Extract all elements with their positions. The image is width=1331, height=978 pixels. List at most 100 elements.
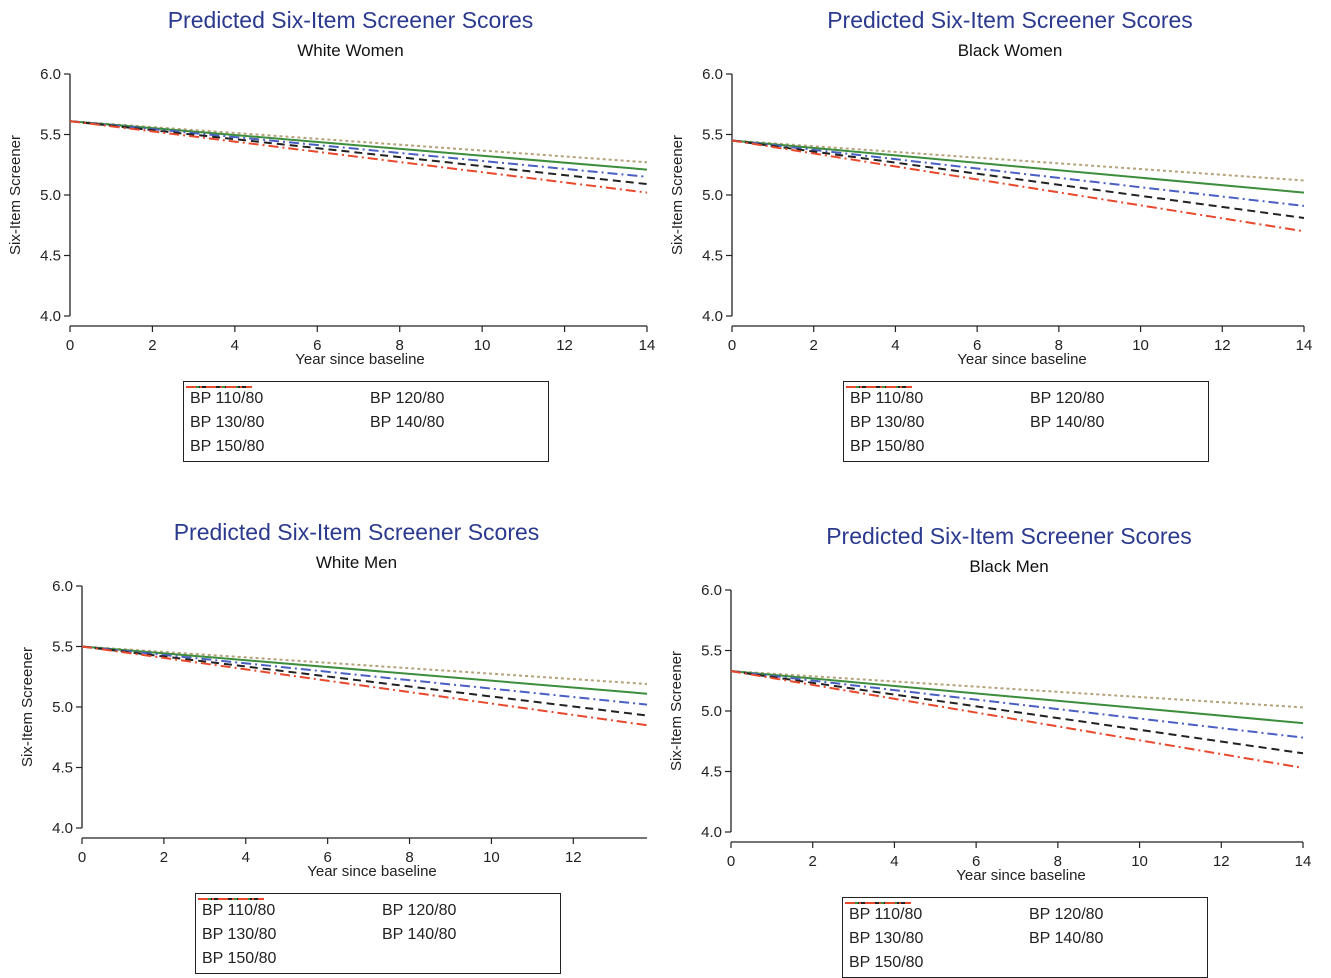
legend-label: BP 110/80 bbox=[202, 901, 276, 919]
x-tick-label: 0 bbox=[728, 337, 736, 354]
legend: BP 110/80 BP 120/80 BP 130/80 BP 140/80 BP 1… bbox=[843, 381, 1209, 462]
legend-label: BP 150/80 bbox=[190, 437, 265, 455]
series-line-bp-150-80 bbox=[81, 645, 648, 727]
chart-subtitle: Black Men bbox=[969, 557, 1048, 576]
chart-title: Predicted Six-Item Screener Scores bbox=[826, 523, 1192, 549]
legend-item: BP 140/80 bbox=[845, 902, 1199, 949]
x-tick-label: 12 bbox=[556, 337, 573, 354]
chart-subtitle: White Women bbox=[297, 41, 403, 60]
legend-label: BP 110/80 bbox=[849, 905, 923, 923]
chart-white-men: Predicted Six-Item Screener Scores White … bbox=[19, 519, 648, 880]
chart-title: Predicted Six-Item Screener Scores bbox=[827, 7, 1193, 33]
series-line-bp-130-80 bbox=[730, 670, 1304, 739]
legend-item: BP 140/80 bbox=[186, 386, 540, 433]
x-tick-label: 6 bbox=[313, 337, 321, 354]
chart-subtitle: White Men bbox=[316, 553, 397, 572]
legend-label: BP 150/80 bbox=[850, 437, 925, 455]
legend-label: BP 140/80 bbox=[1030, 413, 1105, 431]
x-tick-label: 4 bbox=[890, 853, 898, 870]
x-tick-label: 6 bbox=[973, 337, 981, 354]
x-tick-label: 0 bbox=[78, 849, 86, 866]
series-line-bp-120-80 bbox=[731, 139, 1305, 194]
series-line-bp-120-80 bbox=[81, 645, 648, 695]
series-line-bp-110-80 bbox=[69, 120, 648, 164]
x-tick-label: 8 bbox=[1055, 337, 1063, 354]
legend-swatch bbox=[186, 386, 252, 388]
legend-label: BP 150/80 bbox=[202, 949, 277, 967]
series-line-bp-130-80 bbox=[81, 645, 648, 706]
x-axis-label: Year since baseline bbox=[957, 351, 1087, 368]
x-tick-label: 8 bbox=[405, 849, 413, 866]
legend-item: BP 140/80 bbox=[846, 386, 1200, 433]
x-tick-label: 10 bbox=[1132, 337, 1149, 354]
legend-item: BP 120/80 bbox=[845, 902, 1199, 925]
x-tick-label: 2 bbox=[810, 337, 818, 354]
x-tick-label: 14 bbox=[639, 337, 656, 354]
y-axis-label: Six-Item Screener bbox=[7, 135, 24, 255]
x-tick-label: 0 bbox=[66, 337, 74, 354]
y-tick-label: 6.0 bbox=[52, 578, 73, 595]
legend-label: BP 140/80 bbox=[370, 413, 445, 431]
x-tick-label: 6 bbox=[972, 853, 980, 870]
x-tick-label: 8 bbox=[396, 337, 404, 354]
legend-label: BP 150/80 bbox=[849, 953, 924, 971]
y-tick-label: 4.0 bbox=[40, 308, 61, 325]
x-tick-label: 10 bbox=[483, 849, 500, 866]
y-tick-label: 5.5 bbox=[40, 127, 61, 144]
y-tick-label: 5.0 bbox=[52, 699, 73, 716]
y-tick-label: 4.0 bbox=[701, 824, 722, 841]
x-tick-label: 2 bbox=[809, 853, 817, 870]
x-tick-label: 4 bbox=[231, 337, 239, 354]
series-line-bp-110-80 bbox=[731, 139, 1305, 182]
x-tick-label: 2 bbox=[148, 337, 156, 354]
x-axis-label: Year since baseline bbox=[295, 351, 425, 368]
x-axis-label: Year since baseline bbox=[956, 867, 1086, 884]
y-tick-label: 4.5 bbox=[702, 248, 723, 265]
y-tick-label: 5.5 bbox=[701, 643, 722, 660]
series-line-bp-140-80 bbox=[730, 670, 1304, 755]
legend-swatch bbox=[845, 902, 911, 904]
legend-item: BP 140/80 bbox=[198, 898, 552, 945]
series-line-bp-140-80 bbox=[81, 645, 648, 717]
y-tick-label: 5.0 bbox=[701, 703, 722, 720]
legend-label: BP 120/80 bbox=[382, 901, 457, 919]
legend-item: BP 150/80 bbox=[845, 902, 1029, 973]
legend-item: BP 150/80 bbox=[198, 898, 382, 969]
x-tick-label: 12 bbox=[1213, 853, 1230, 870]
x-tick-label: 2 bbox=[160, 849, 168, 866]
y-tick-label: 5.5 bbox=[702, 127, 723, 144]
panel-black-men: Predicted Six-Item Screener Scores Black … bbox=[665, 488, 1330, 978]
legend-label: BP 120/80 bbox=[1030, 389, 1105, 407]
x-tick-label: 4 bbox=[891, 337, 899, 354]
legend-label: BP 130/80 bbox=[850, 413, 925, 431]
panel-white-women: Predicted Six-Item Screener Scores White … bbox=[0, 0, 665, 488]
legend-label: BP 130/80 bbox=[202, 925, 277, 943]
legend-item: BP 120/80 bbox=[846, 386, 1200, 409]
legend-label: BP 110/80 bbox=[850, 389, 924, 407]
chart-title: Predicted Six-Item Screener Scores bbox=[168, 7, 534, 33]
legend: BP 110/80 BP 120/80 BP 130/80 BP 140/80 BP 1… bbox=[842, 897, 1208, 978]
series-line-bp-110-80 bbox=[730, 670, 1304, 709]
x-tick-label: 10 bbox=[474, 337, 491, 354]
series-line-bp-130-80 bbox=[69, 120, 648, 178]
y-tick-label: 4.5 bbox=[701, 764, 722, 781]
x-tick-label: 12 bbox=[1214, 337, 1231, 354]
chart-black-women: Predicted Six-Item Screener Scores Black … bbox=[669, 7, 1312, 368]
legend-item: BP 130/80 bbox=[186, 386, 370, 433]
legend-item: BP 150/80 bbox=[846, 386, 1030, 457]
legend-item: BP 130/80 bbox=[198, 898, 382, 945]
y-axis-label: Six-Item Screener bbox=[668, 651, 685, 771]
y-axis-label: Six-Item Screener bbox=[19, 647, 36, 767]
y-tick-label: 6.0 bbox=[702, 66, 723, 83]
y-tick-label: 4.5 bbox=[52, 760, 73, 777]
x-tick-label: 0 bbox=[727, 853, 735, 870]
legend-label: BP 140/80 bbox=[1029, 929, 1104, 947]
x-tick-label: 10 bbox=[1131, 853, 1148, 870]
series-line-bp-140-80 bbox=[731, 139, 1305, 219]
y-tick-label: 5.0 bbox=[702, 187, 723, 204]
legend-label: BP 120/80 bbox=[1029, 905, 1104, 923]
legend-item: BP 120/80 bbox=[198, 898, 552, 921]
legend-swatch bbox=[198, 898, 264, 900]
legend-label: BP 120/80 bbox=[370, 389, 445, 407]
legend: BP 110/80 BP 120/80 BP 130/80 BP 140/80 BP 1… bbox=[195, 893, 561, 974]
